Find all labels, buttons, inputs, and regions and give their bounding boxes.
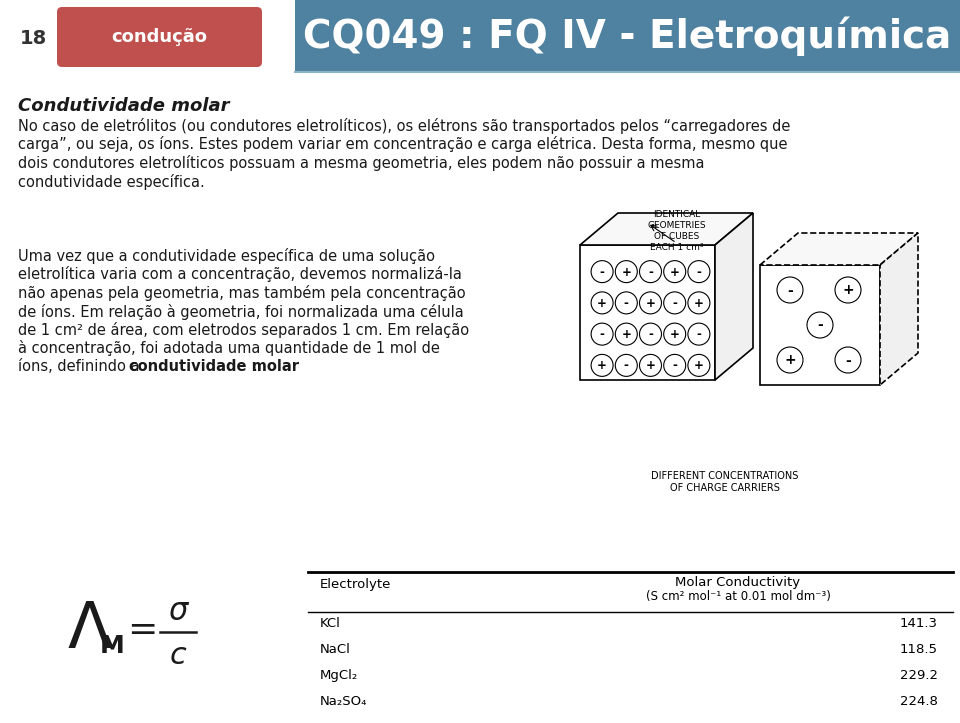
Polygon shape (580, 213, 753, 245)
Text: CQ049 : FQ IV - Eletroquímica: CQ049 : FQ IV - Eletroquímica (303, 16, 951, 56)
Text: +: + (694, 359, 704, 372)
Text: -: - (600, 328, 605, 341)
Circle shape (639, 260, 661, 283)
Text: +: + (597, 297, 607, 310)
Circle shape (777, 347, 803, 373)
Circle shape (835, 347, 861, 373)
Text: +: + (621, 265, 632, 278)
Text: (S cm² mol⁻¹ at 0.01 mol dm⁻³): (S cm² mol⁻¹ at 0.01 mol dm⁻³) (645, 590, 830, 603)
Text: MgCl₂: MgCl₂ (320, 669, 358, 682)
Circle shape (777, 277, 803, 303)
Text: condutividade molar: condutividade molar (129, 359, 299, 374)
Text: carga”, ou seja, os íons. Estes podem variar em concentração e carga elétrica. D: carga”, ou seja, os íons. Estes podem va… (18, 137, 787, 153)
Circle shape (639, 323, 661, 345)
Circle shape (591, 354, 613, 377)
Text: Electrolyte: Electrolyte (320, 578, 392, 591)
Circle shape (663, 260, 685, 283)
Text: Condutividade molar: Condutividade molar (18, 97, 229, 115)
Circle shape (639, 292, 661, 314)
Polygon shape (880, 233, 918, 385)
Text: 229.2: 229.2 (900, 669, 938, 682)
Text: IDENTICAL
GEOMETRIES
OF CUBES
EACH 1 cm³: IDENTICAL GEOMETRIES OF CUBES EACH 1 cm³ (647, 210, 706, 252)
Text: -: - (672, 297, 677, 310)
Text: No caso de eletrólitos (ou condutores eletrolíticos), os elétrons são transporta: No caso de eletrólitos (ou condutores el… (18, 118, 790, 134)
Text: -: - (696, 328, 702, 341)
Text: c: c (170, 641, 186, 670)
Text: NaCl: NaCl (320, 643, 350, 656)
Bar (295, 0, 960, 72)
Text: 118.5: 118.5 (900, 643, 938, 656)
Text: +: + (597, 359, 607, 372)
Circle shape (688, 260, 709, 283)
Polygon shape (715, 213, 753, 380)
Circle shape (835, 277, 861, 303)
Circle shape (615, 260, 637, 283)
Text: $\Lambda$: $\Lambda$ (67, 599, 112, 661)
Text: Molar Conductivity: Molar Conductivity (676, 576, 801, 589)
Circle shape (591, 323, 613, 345)
Text: Na₂SO₄: Na₂SO₄ (320, 695, 368, 708)
Text: DIFFERENT CONCENTRATIONS
OF CHARGE CARRIERS: DIFFERENT CONCENTRATIONS OF CHARGE CARRI… (651, 471, 799, 493)
Circle shape (807, 312, 833, 338)
Text: +: + (670, 328, 680, 341)
Text: condução: condução (111, 28, 207, 46)
Text: -: - (787, 283, 793, 297)
Circle shape (615, 292, 637, 314)
Circle shape (663, 292, 685, 314)
Text: +: + (694, 297, 704, 310)
Text: -: - (845, 354, 851, 367)
Text: +: + (645, 297, 656, 310)
Text: -: - (648, 328, 653, 341)
Circle shape (615, 354, 637, 377)
Circle shape (639, 354, 661, 377)
Circle shape (663, 354, 685, 377)
Text: não apenas pela geometria, mas também pela concentração: não apenas pela geometria, mas também pe… (18, 285, 466, 301)
Text: -: - (672, 359, 677, 372)
Text: -: - (648, 265, 653, 278)
Circle shape (591, 292, 613, 314)
Circle shape (663, 323, 685, 345)
Text: =: = (127, 613, 157, 647)
Circle shape (615, 323, 637, 345)
Text: íons, definindo a: íons, definindo a (18, 359, 144, 374)
Text: KCl: KCl (320, 617, 341, 630)
Text: à concentração, foi adotada uma quantidade de 1 mol de: à concentração, foi adotada uma quantida… (18, 341, 440, 356)
Text: .: . (252, 359, 257, 374)
Text: eletrolítica varia com a concentração, devemos normalizá-la: eletrolítica varia com a concentração, d… (18, 267, 462, 283)
Text: M: M (100, 634, 125, 658)
Text: +: + (842, 283, 853, 297)
Text: Uma vez que a condutividade específica de uma solução: Uma vez que a condutividade específica d… (18, 248, 435, 264)
Circle shape (688, 292, 709, 314)
Polygon shape (760, 233, 918, 265)
Text: +: + (621, 328, 632, 341)
Text: de íons. Em relação à geometria, foi normalizada uma célula: de íons. Em relação à geometria, foi nor… (18, 304, 464, 320)
Text: 224.8: 224.8 (900, 695, 938, 708)
Circle shape (688, 354, 709, 377)
Text: 141.3: 141.3 (900, 617, 938, 630)
Text: σ: σ (168, 597, 188, 627)
Text: -: - (696, 265, 702, 278)
Text: +: + (645, 359, 656, 372)
Text: 18: 18 (20, 28, 47, 48)
Bar (580, 245, 715, 380)
Text: -: - (600, 265, 605, 278)
Text: +: + (670, 265, 680, 278)
Bar (760, 265, 880, 385)
Text: -: - (624, 297, 629, 310)
Text: condutividade específica.: condutividade específica. (18, 174, 204, 189)
FancyBboxPatch shape (57, 7, 262, 67)
Circle shape (591, 260, 613, 283)
Text: -: - (624, 359, 629, 372)
Text: +: + (784, 354, 796, 367)
Text: -: - (817, 319, 823, 333)
Circle shape (688, 323, 709, 345)
Text: de 1 cm² de área, com eletrodos separados 1 cm. Em relação: de 1 cm² de área, com eletrodos separado… (18, 322, 469, 338)
Text: dois condutores eletrolíticos possuam a mesma geometria, eles podem não possuir : dois condutores eletrolíticos possuam a … (18, 155, 705, 171)
